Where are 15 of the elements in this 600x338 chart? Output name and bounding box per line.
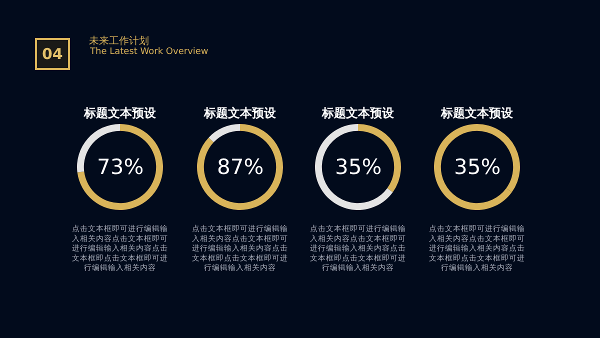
text: 87% — [217, 155, 264, 179]
text: The Latest Work Overview — [89, 47, 208, 57]
chart-title: 标题文本预设 — [440, 106, 514, 120]
chart-title: 标题文本预设 — [83, 106, 157, 120]
text: 35% — [454, 155, 501, 179]
chart-title: 标题文本预设 — [321, 106, 395, 120]
text: 73% — [97, 155, 144, 179]
text: 35% — [335, 155, 382, 179]
donut-slice — [197, 124, 283, 210]
donut-slice — [77, 124, 163, 210]
text: 未来工作计划 — [89, 35, 149, 47]
donut-slice — [315, 124, 393, 210]
chart-title: 标题文本预设 — [203, 106, 277, 120]
donut-slice — [208, 124, 240, 142]
text: 04 — [42, 45, 63, 63]
